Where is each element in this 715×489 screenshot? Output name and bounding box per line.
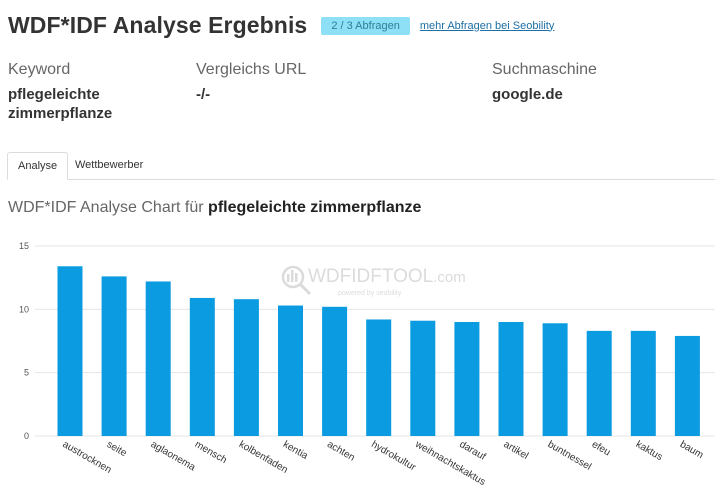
y-tick-label: 0 <box>24 431 29 441</box>
chart-heading: WDF*IDF Analyse Chart für pflegeleichte … <box>8 199 421 217</box>
x-tick-label: darauf <box>457 439 487 463</box>
keyword-value: pflegeleichte zimmerpflanze <box>8 85 112 123</box>
y-tick-label: 10 <box>19 304 29 314</box>
page-title: WDF*IDF Analyse Ergebnis <box>8 12 308 38</box>
y-tick-label: 15 <box>19 241 29 251</box>
x-tick-label: kentia <box>281 439 310 462</box>
bar-seite <box>101 276 127 436</box>
x-tick-label: kolbenfaden <box>237 439 290 476</box>
x-tick-label: kaktus <box>634 439 665 463</box>
x-tick-label: hydrokultur <box>369 439 418 474</box>
x-tick-label: buntnessel <box>546 439 593 473</box>
bar-kaktus <box>630 330 656 436</box>
y-tick-label: 5 <box>24 368 29 378</box>
watermark-sub: powered by seobility <box>338 290 402 297</box>
search-engine-value: google.de <box>492 86 563 103</box>
tab-bar: Analyse Wettbewerber <box>7 152 715 180</box>
magnifier-icon <box>281 265 312 296</box>
tab-wettbewerber[interactable]: Wettbewerber <box>75 159 144 171</box>
x-tick-label: austrocknen <box>61 439 114 476</box>
keyword-value-line1: pflegeleichte <box>8 86 100 103</box>
keyword-value-line2: zimmerpflanze <box>8 105 113 122</box>
x-tick-label: baum <box>678 439 705 461</box>
compare-url-label: Vergleichs URL <box>196 61 307 78</box>
bar-kentia <box>278 305 303 436</box>
y-axis-labels: 0 5 10 15 <box>19 241 29 441</box>
query-count-badge: 2 / 3 Abfragen <box>321 16 410 35</box>
x-tick-label: seite <box>105 439 129 459</box>
chart-heading-keyword: pflegeleichte zimmerpflanze <box>208 199 422 216</box>
more-queries-link[interactable]: mehr Abfragen bei Seobility <box>419 19 555 32</box>
watermark-brand: WDFIDFTOOL.com <box>308 266 466 287</box>
bar-achten <box>322 306 348 436</box>
bar-buntnessel <box>542 323 568 436</box>
tab-analyse[interactable]: Analyse <box>7 152 69 180</box>
bar-kolbenfaden <box>233 299 259 436</box>
bar-efeu <box>586 330 612 436</box>
bar-baum <box>674 335 700 436</box>
bar-chart: WDFIDFTOOL.com powered by seobility 0 5 10… <box>19 241 715 488</box>
bar-artikel <box>498 322 524 436</box>
keyword-label: Keyword <box>8 61 71 78</box>
x-tick-label: efeu <box>590 439 612 458</box>
bar-mensch <box>189 297 215 436</box>
watermark-logo: WDFIDFTOOL.com powered by seobility <box>281 265 466 297</box>
x-tick-label: mensch <box>193 439 229 466</box>
compare-url-value: -/- <box>196 86 211 103</box>
header: WDF*IDF Analyse Ergebnis 2 / 3 Abfragen … <box>8 12 554 39</box>
bar-weihnachtskaktus <box>410 320 436 436</box>
bar-darauf <box>454 322 480 436</box>
search-engine-label: Suchmaschine <box>492 61 597 78</box>
bars <box>57 266 700 436</box>
x-tick-label: artikel <box>502 439 531 462</box>
x-tick-label: achten <box>325 439 357 464</box>
x-tick-label: aglaonema <box>149 439 198 473</box>
chart-heading-prefix: WDF*IDF Analyse Chart für <box>8 199 209 216</box>
bar-hydrokultur <box>366 319 392 436</box>
bar-austrocknen <box>57 266 83 436</box>
bar-aglaonema <box>145 281 171 436</box>
